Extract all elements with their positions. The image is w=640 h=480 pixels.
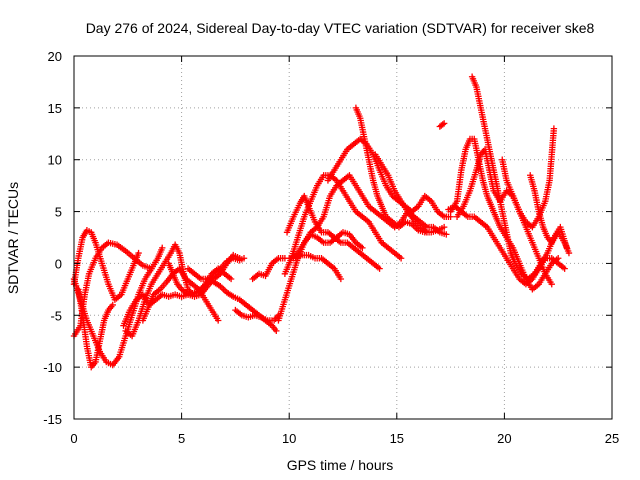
- y-tick-label: 20: [48, 49, 62, 64]
- data-point: [440, 120, 448, 127]
- data-point: [548, 280, 555, 288]
- series-track-24: [445, 203, 568, 288]
- series-track-4: [70, 244, 166, 369]
- series-track-20: [436, 120, 448, 130]
- series-track-26: [527, 172, 573, 257]
- y-axis-label: SDTVAR / TECUs: [5, 182, 21, 294]
- x-tick-labels: 0 5 10 15 20 25: [70, 431, 619, 446]
- data-point: [214, 317, 222, 324]
- y-tick-label: -10: [43, 360, 62, 375]
- y-tick-label: 15: [48, 101, 62, 116]
- series-track-9: [184, 265, 280, 335]
- data-marks: [70, 73, 573, 371]
- data-point: [236, 255, 243, 262]
- data-point: [359, 244, 366, 252]
- chart-title: Day 276 of 2024, Sidereal Day-to-day VTE…: [86, 20, 595, 36]
- x-tick-label: 0: [70, 431, 77, 446]
- y-tick-label: 5: [55, 205, 62, 220]
- data-point: [109, 301, 116, 309]
- data-point: [273, 327, 280, 335]
- series-track-23: [453, 146, 555, 288]
- data-point: [159, 244, 166, 252]
- y-tick-label: -15: [43, 412, 62, 427]
- y-tick-labels: -15 -10 -5 0 5 10 15 20: [43, 49, 62, 427]
- y-tick-label: -5: [50, 308, 62, 323]
- x-tick-label: 10: [282, 431, 296, 446]
- x-tick-label: 5: [178, 431, 185, 446]
- data-point: [337, 275, 345, 283]
- series-track-25: [499, 125, 558, 231]
- y-tick-label: 10: [48, 153, 62, 168]
- x-tick-label: 20: [497, 431, 511, 446]
- series-track-19: [372, 151, 431, 236]
- data-point: [227, 275, 235, 283]
- data-point: [443, 231, 450, 238]
- plot-frame: [73, 55, 613, 420]
- series-track-14: [283, 192, 383, 272]
- series-track-16: [286, 251, 345, 283]
- series-track-11: [249, 255, 289, 283]
- data-point: [561, 265, 568, 272]
- data-point: [135, 249, 142, 257]
- data-point: [397, 255, 405, 262]
- x-axis-label: GPS time / hours: [287, 457, 394, 473]
- data-point: [550, 125, 558, 132]
- series-track-2: [70, 227, 142, 303]
- series-track-7: [139, 265, 222, 324]
- series-track-18: [352, 104, 448, 236]
- series-track-15: [288, 229, 366, 262]
- y-tick-label: 0: [55, 256, 62, 271]
- series-track-8: [165, 251, 243, 300]
- data-point: [439, 121, 446, 128]
- x-tick-label: 25: [605, 431, 619, 446]
- data-point: [440, 223, 448, 231]
- data-point: [565, 249, 573, 257]
- data-point: [423, 229, 431, 236]
- data-point: [376, 265, 383, 272]
- x-tick-label: 15: [390, 431, 404, 446]
- axis-ticks: [73, 55, 613, 420]
